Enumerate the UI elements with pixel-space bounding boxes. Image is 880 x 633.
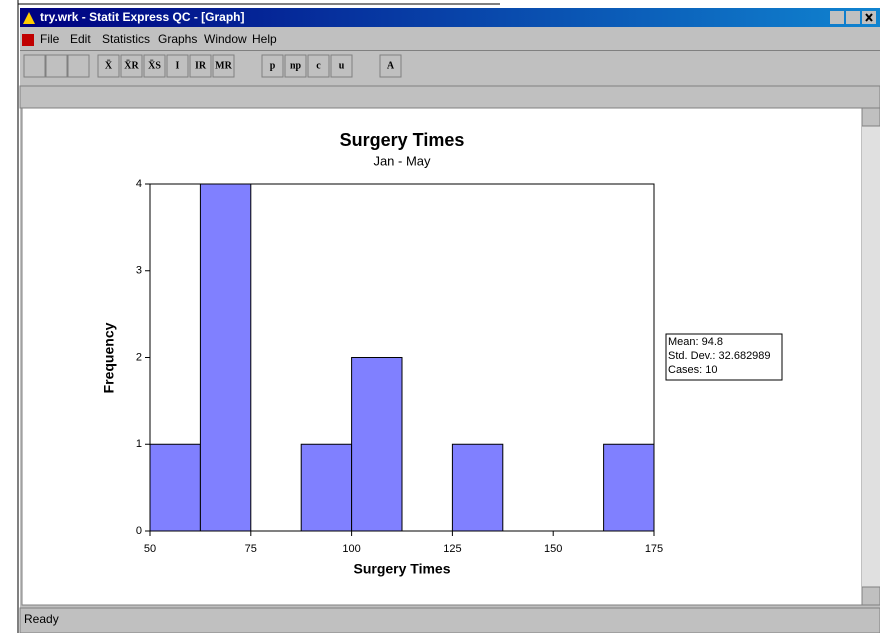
- x-tick-label: 50: [144, 543, 156, 555]
- tool-label: MR: [215, 60, 232, 71]
- bar: [300, 443, 353, 532]
- separator: [20, 50, 880, 51]
- toolbar: X̄ X̄R X̄S I IR MR p np c u A: [23, 54, 402, 78]
- x-tick-label: 100: [342, 543, 360, 555]
- y-axis-label: Frequency: [101, 322, 117, 393]
- x-tick-label: 125: [443, 543, 461, 555]
- scroll-down[interactable]: [861, 586, 880, 606]
- tool-label: X̄R: [124, 60, 139, 72]
- bar: [351, 357, 403, 532]
- maximize[interactable]: [846, 11, 860, 24]
- x-tick-label: 75: [245, 543, 257, 555]
- minimize[interactable]: [830, 11, 844, 24]
- scroll-up[interactable]: [861, 107, 880, 127]
- y-tick-label: 4: [136, 178, 142, 190]
- doc-icon: [22, 34, 34, 46]
- tool-label: p: [270, 60, 276, 71]
- tool-label: X̄S: [148, 60, 161, 72]
- bar: [199, 183, 252, 532]
- y-tick-label: 0: [136, 525, 142, 537]
- tool-button[interactable]: [166, 54, 189, 78]
- tool-label: u: [339, 60, 345, 71]
- tool-label: A: [387, 60, 395, 71]
- menu-bar: File Edit Statistics Graphs Window Help: [40, 32, 277, 46]
- y-tick-label: 1: [136, 438, 142, 450]
- x-tick-label: 175: [645, 543, 663, 555]
- x-tick-label: 150: [544, 543, 562, 555]
- tool-label: I: [176, 60, 180, 71]
- tool-label: c: [316, 60, 321, 71]
- tool-button[interactable]: [120, 54, 143, 78]
- chart-subtitle: Jan - May: [373, 153, 431, 168]
- app-icon: [23, 12, 35, 24]
- chart: Surgery Times Jan - May Surgery Times Frequ…: [101, 130, 663, 577]
- menu-item[interactable]: Graphs: [158, 32, 197, 46]
- tool-label: np: [290, 60, 302, 71]
- menu-item[interactable]: Statistics: [102, 32, 150, 46]
- tool-button[interactable]: [284, 54, 307, 78]
- bar: [149, 443, 201, 532]
- tool-button[interactable]: [330, 54, 353, 78]
- tool-button[interactable]: [212, 54, 235, 78]
- stats-line: Std. Dev.: 32.682989: [668, 350, 771, 362]
- chart-title: Surgery Times: [340, 130, 465, 150]
- stats-line: Cases: 10: [668, 364, 718, 376]
- close-glyph: [865, 13, 873, 22]
- tool-button[interactable]: [67, 54, 90, 78]
- stats-box: [665, 333, 783, 381]
- menu-item[interactable]: File: [40, 32, 60, 46]
- status-bar: [19, 607, 880, 633]
- bar: [603, 443, 655, 532]
- stats-line: Mean: 94.8: [668, 336, 723, 348]
- tool-button[interactable]: [261, 54, 284, 78]
- tool-button[interactable]: [97, 54, 120, 78]
- scrollbar[interactable]: [862, 108, 880, 605]
- y-tick-label: 3: [136, 265, 142, 277]
- tool-label: IR: [195, 60, 207, 71]
- tool-button[interactable]: [379, 54, 402, 78]
- tool-button[interactable]: [189, 54, 212, 78]
- tool-label: X̄: [105, 60, 113, 72]
- y-tick-label: 2: [136, 351, 142, 363]
- menu-item[interactable]: Edit: [70, 32, 91, 46]
- window-title: try.wrk - Statit Express QC - [Graph]: [40, 10, 245, 24]
- title-bar: [20, 8, 880, 27]
- tool-button[interactable]: [45, 54, 68, 78]
- tool-button[interactable]: [23, 54, 46, 78]
- menu-item[interactable]: Help: [252, 32, 277, 46]
- tool-button[interactable]: [307, 54, 330, 78]
- status-text: Ready: [24, 612, 59, 626]
- ruler-band: [19, 85, 880, 109]
- tool-button[interactable]: [143, 54, 166, 78]
- window-buttons[interactable]: [830, 11, 876, 24]
- x-axis-label: Surgery Times: [353, 561, 450, 577]
- bar: [451, 443, 504, 532]
- menu-item[interactable]: Window: [204, 32, 247, 46]
